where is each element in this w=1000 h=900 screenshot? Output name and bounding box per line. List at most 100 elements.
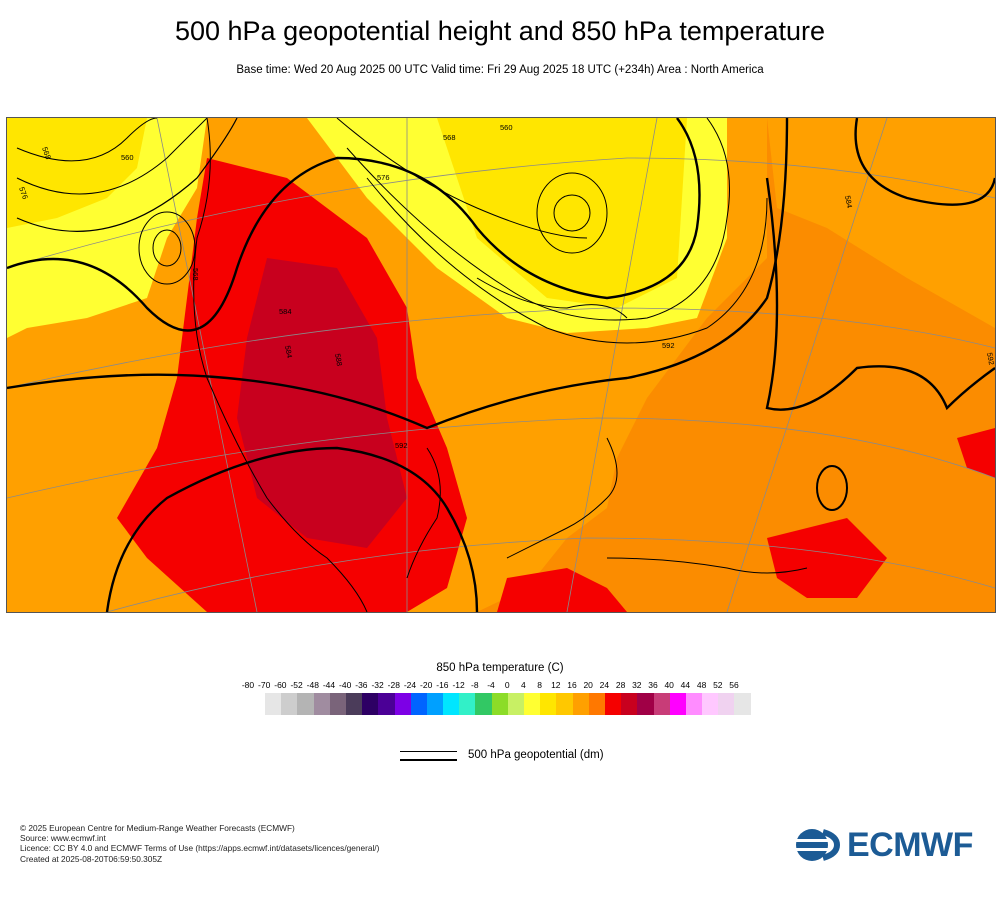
colorbar-tick-label: -48	[306, 680, 319, 690]
colorbar-tick-label: -80	[241, 680, 255, 690]
contour-label: 584	[283, 345, 294, 359]
colorbar-swatch	[410, 693, 427, 715]
colorbar-tick-label: 8	[537, 680, 542, 690]
colorbar-swatch	[734, 693, 751, 715]
colorbar-tick-label: -36	[355, 680, 368, 690]
atlantic-warm	[767, 118, 995, 328]
colorbar-swatch	[637, 693, 654, 715]
geopotential-line-thick	[400, 759, 457, 761]
chart-subtitle: Base time: Wed 20 Aug 2025 00 UTC Valid …	[236, 64, 764, 76]
contour-label: 588	[333, 353, 344, 367]
footer-credits: © 2025 European Centre for Medium-Range …	[20, 823, 379, 864]
colorbar-tick-label: 48	[696, 680, 707, 690]
colorbar-swatch	[297, 693, 314, 715]
contour-label: 576	[17, 186, 30, 201]
colorbar-tick-label: 24	[599, 680, 610, 690]
contour-label: 568	[191, 268, 200, 281]
colorbar-tick-label: 28	[615, 680, 626, 690]
contour-label: 560	[500, 123, 513, 132]
temperature-colorbar	[265, 693, 751, 715]
colorbar-swatch	[685, 693, 703, 715]
colorbar-swatch	[588, 693, 605, 715]
colorbar-swatch	[572, 693, 589, 715]
coastlines	[193, 118, 808, 612]
map-canvas: 568 576 560 568 584 592 588 584 560 568 …	[7, 118, 995, 612]
colorbar-tick-label: 36	[648, 680, 658, 690]
colorbar-swatch	[669, 693, 686, 715]
caribbean-hot	[767, 518, 887, 598]
colorbar-swatch	[604, 693, 622, 715]
contour-label: 560	[121, 153, 134, 162]
colorbar-swatch	[556, 693, 573, 715]
polar-cooler-west	[7, 118, 147, 228]
geopotential-contours	[7, 118, 995, 612]
colorbar-swatch	[491, 693, 508, 715]
colorbar-swatch	[313, 693, 330, 715]
colorbar-swatch	[345, 693, 363, 715]
colorbar-swatch	[378, 693, 395, 715]
colorbar-tick-label: -12	[452, 680, 465, 690]
geopotential-line-thin	[400, 751, 457, 752]
contour-labels: 568 576 560 568 584 592 588 584 560 568 …	[17, 123, 995, 450]
contour-label: 592	[985, 352, 995, 366]
colorbar-swatch	[459, 693, 476, 715]
footer-created: Created at 2025-08-20T06:59:50.305Z	[20, 853, 163, 864]
colorbar-swatch	[475, 693, 492, 715]
colorbar-tick-label: -4	[487, 680, 495, 690]
colorbar-swatch	[394, 693, 411, 715]
colorbar-swatch	[507, 693, 524, 715]
colorbar-swatch	[524, 693, 541, 715]
colorbar-tick-label: -70	[258, 680, 271, 690]
colorbar-swatch	[621, 693, 638, 715]
footer-copyright: © 2025 European Centre for Medium-Range …	[20, 823, 295, 833]
colorbar-swatch	[265, 693, 282, 715]
contour-label: 584	[279, 307, 292, 316]
geopotential-legend-label: 500 hPa geopotential (dm)	[468, 749, 604, 761]
footer-source: Source: www.ecmwf.int	[20, 833, 106, 844]
footer-licence: Licence: CC BY 4.0 and ECMWF Terms of Us…	[20, 843, 380, 854]
colorbar-tick-label: 20	[583, 680, 593, 690]
colorbar-swatch	[702, 693, 719, 715]
contour-label: 592	[395, 441, 408, 450]
colorbar-swatch	[329, 693, 346, 715]
colorbar-tick-label: 4	[521, 680, 526, 690]
legend-title: 850 hPa temperature (C)	[436, 662, 564, 674]
colorbar-tick-label: 12	[551, 680, 561, 690]
colorbar-swatch	[443, 693, 460, 715]
ecmwf-logo[interactable]: ECMWF	[795, 826, 985, 864]
colorbar-swatch	[281, 693, 298, 715]
ecmwf-logo-text: ECMWF	[847, 825, 973, 864]
colorbar-swatch	[362, 693, 379, 715]
contour-label: 568	[40, 146, 53, 161]
colorbar-tick-label: -52	[290, 680, 303, 690]
contour-label: 568	[443, 133, 456, 142]
colorbar-tick-label: 0	[504, 680, 510, 690]
colorbar-tick-label: 44	[680, 680, 691, 690]
colorbar-tick-label: -24	[403, 680, 417, 690]
contour-label: 592	[662, 341, 675, 350]
weather-map[interactable]: 568 576 560 568 584 592 588 584 560 568 …	[6, 117, 996, 613]
very-hot-region	[237, 258, 407, 548]
colorbar-tick-label: 56	[729, 680, 739, 690]
contour-label: 576	[377, 173, 390, 182]
polar-cool-center	[437, 118, 687, 308]
colorbar-ticks: -80 -70 -60 -52 -48 -44 -40 -36 -32 -28 -24 -20 -16-…	[241, 680, 761, 692]
colorbar-tick-label: -16	[436, 680, 449, 690]
colorbar-swatch	[653, 693, 670, 715]
colorbar-tick-label: 16	[567, 680, 577, 690]
colorbar-tick-label: 52	[713, 680, 723, 690]
atlantic-hot-patch	[957, 428, 995, 478]
colorbar-tick-label: -44	[322, 680, 336, 690]
colorbar-tick-label: 32	[632, 680, 642, 690]
colorbar-tick-label: -28	[387, 680, 400, 690]
chart-title: 500 hPa geopotential height and 850 hPa …	[174, 16, 825, 46]
colorbar-tick-label: -32	[371, 680, 384, 690]
colorbar-tick-label: -8	[471, 680, 479, 690]
colorbar-tick-label: -60	[274, 680, 287, 690]
colorbar-swatch	[540, 693, 557, 715]
contour-label: 584	[843, 195, 854, 209]
colorbar-tick-label: -20	[420, 680, 433, 690]
ecmwf-logo-icon	[795, 829, 841, 861]
colorbar-swatch	[426, 693, 444, 715]
colorbar-tick-label: 40	[664, 680, 674, 690]
